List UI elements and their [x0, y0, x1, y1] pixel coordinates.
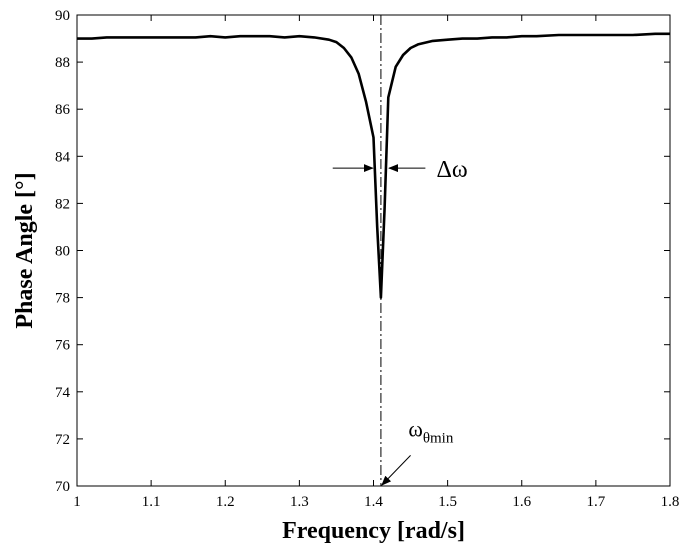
y-tick-label: 76 [55, 338, 71, 354]
omega-symbol: ω [408, 417, 422, 442]
x-tick-label: 1.1 [142, 494, 161, 510]
y-tick-labels: 70 72 74 76 78 80 82 84 86 88 90 [55, 8, 71, 495]
y-tick-label: 82 [55, 196, 70, 212]
x-tick-label: 1.8 [661, 494, 680, 510]
y-axis-title: Phase Angle [°] [12, 172, 38, 328]
plot-frame [76, 14, 671, 487]
phase-angle-series-line [77, 32, 670, 299]
omega-min-arrow [381, 455, 411, 486]
x-tick-label: 1 [73, 494, 81, 510]
y-tick-label: 90 [55, 8, 70, 24]
bandwidth-label: Δω [437, 157, 468, 183]
y-tick-label: 86 [55, 102, 71, 118]
y-tick-label: 84 [55, 149, 71, 165]
x-tick-label: 1.6 [512, 494, 531, 510]
x-tick-label: 1.4 [364, 494, 383, 510]
x-tick-labels: 1 1.1 1.2 1.3 1.4 1.5 1.6 1.7 1.8 [73, 494, 679, 510]
x-axis-title: Frequency [rad/s] [282, 518, 465, 544]
y-tick-label: 78 [55, 291, 70, 307]
y-tick-label: 88 [55, 55, 70, 71]
y-tick-label: 72 [55, 432, 70, 448]
y-tick-label: 80 [55, 244, 70, 260]
y-tick-label: 74 [55, 385, 71, 401]
omega-min-label: ωθmin [408, 417, 454, 447]
y-tick-label: 70 [55, 479, 70, 495]
x-tick-label: 1.2 [216, 494, 235, 510]
axis-ticks [76, 14, 671, 487]
x-tick-label: 1.7 [587, 494, 606, 510]
x-tick-label: 1.5 [438, 494, 457, 510]
x-tick-label: 1.3 [290, 494, 309, 510]
omega-subscript: θmin [423, 431, 454, 447]
